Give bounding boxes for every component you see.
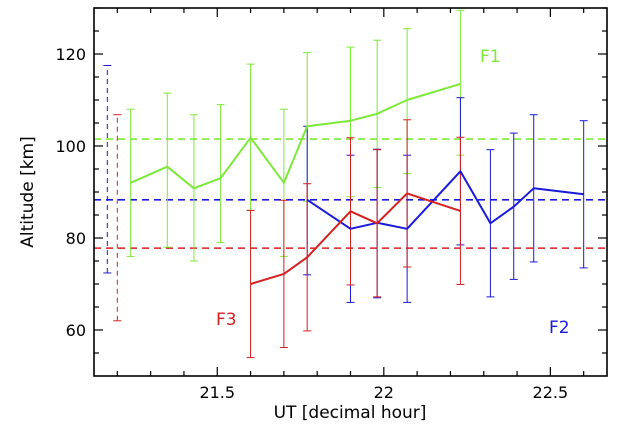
x-tick-label: 22 xyxy=(374,383,394,402)
axis-ticks: 21.5 22 22.5 60 80 100 120 xyxy=(55,7,607,402)
x-axis-label: UT [decimal hour] xyxy=(274,403,427,423)
series-f1-point-1-errorbar xyxy=(163,92,172,248)
x-tick-label: 22.5 xyxy=(533,383,569,402)
series-f1-point-3-errorbar xyxy=(216,104,225,244)
series-f3-line xyxy=(250,192,461,285)
y-tick-label: 60 xyxy=(66,321,86,340)
series-label-f1: F1 xyxy=(480,47,501,67)
series-label-f3: F3 xyxy=(216,310,237,330)
series-f3-extra-errorbar xyxy=(113,114,122,322)
series-f2-line xyxy=(306,170,584,230)
series-f1-line xyxy=(130,82,461,190)
series-label-f2: F2 xyxy=(549,318,570,338)
series-f2-extra-errorbar xyxy=(103,65,112,274)
plot-area xyxy=(94,9,607,359)
y-tick-label: 80 xyxy=(66,229,86,248)
x-tick-label: 21.5 xyxy=(199,383,235,402)
series-f3-point-6-errorbar xyxy=(456,136,465,285)
series-f3-point-0-errorbar xyxy=(246,209,255,359)
y-axis-label: Altitude [km] xyxy=(18,136,38,248)
y-tick-label: 100 xyxy=(55,137,86,156)
y-tick-label: 120 xyxy=(55,45,86,64)
